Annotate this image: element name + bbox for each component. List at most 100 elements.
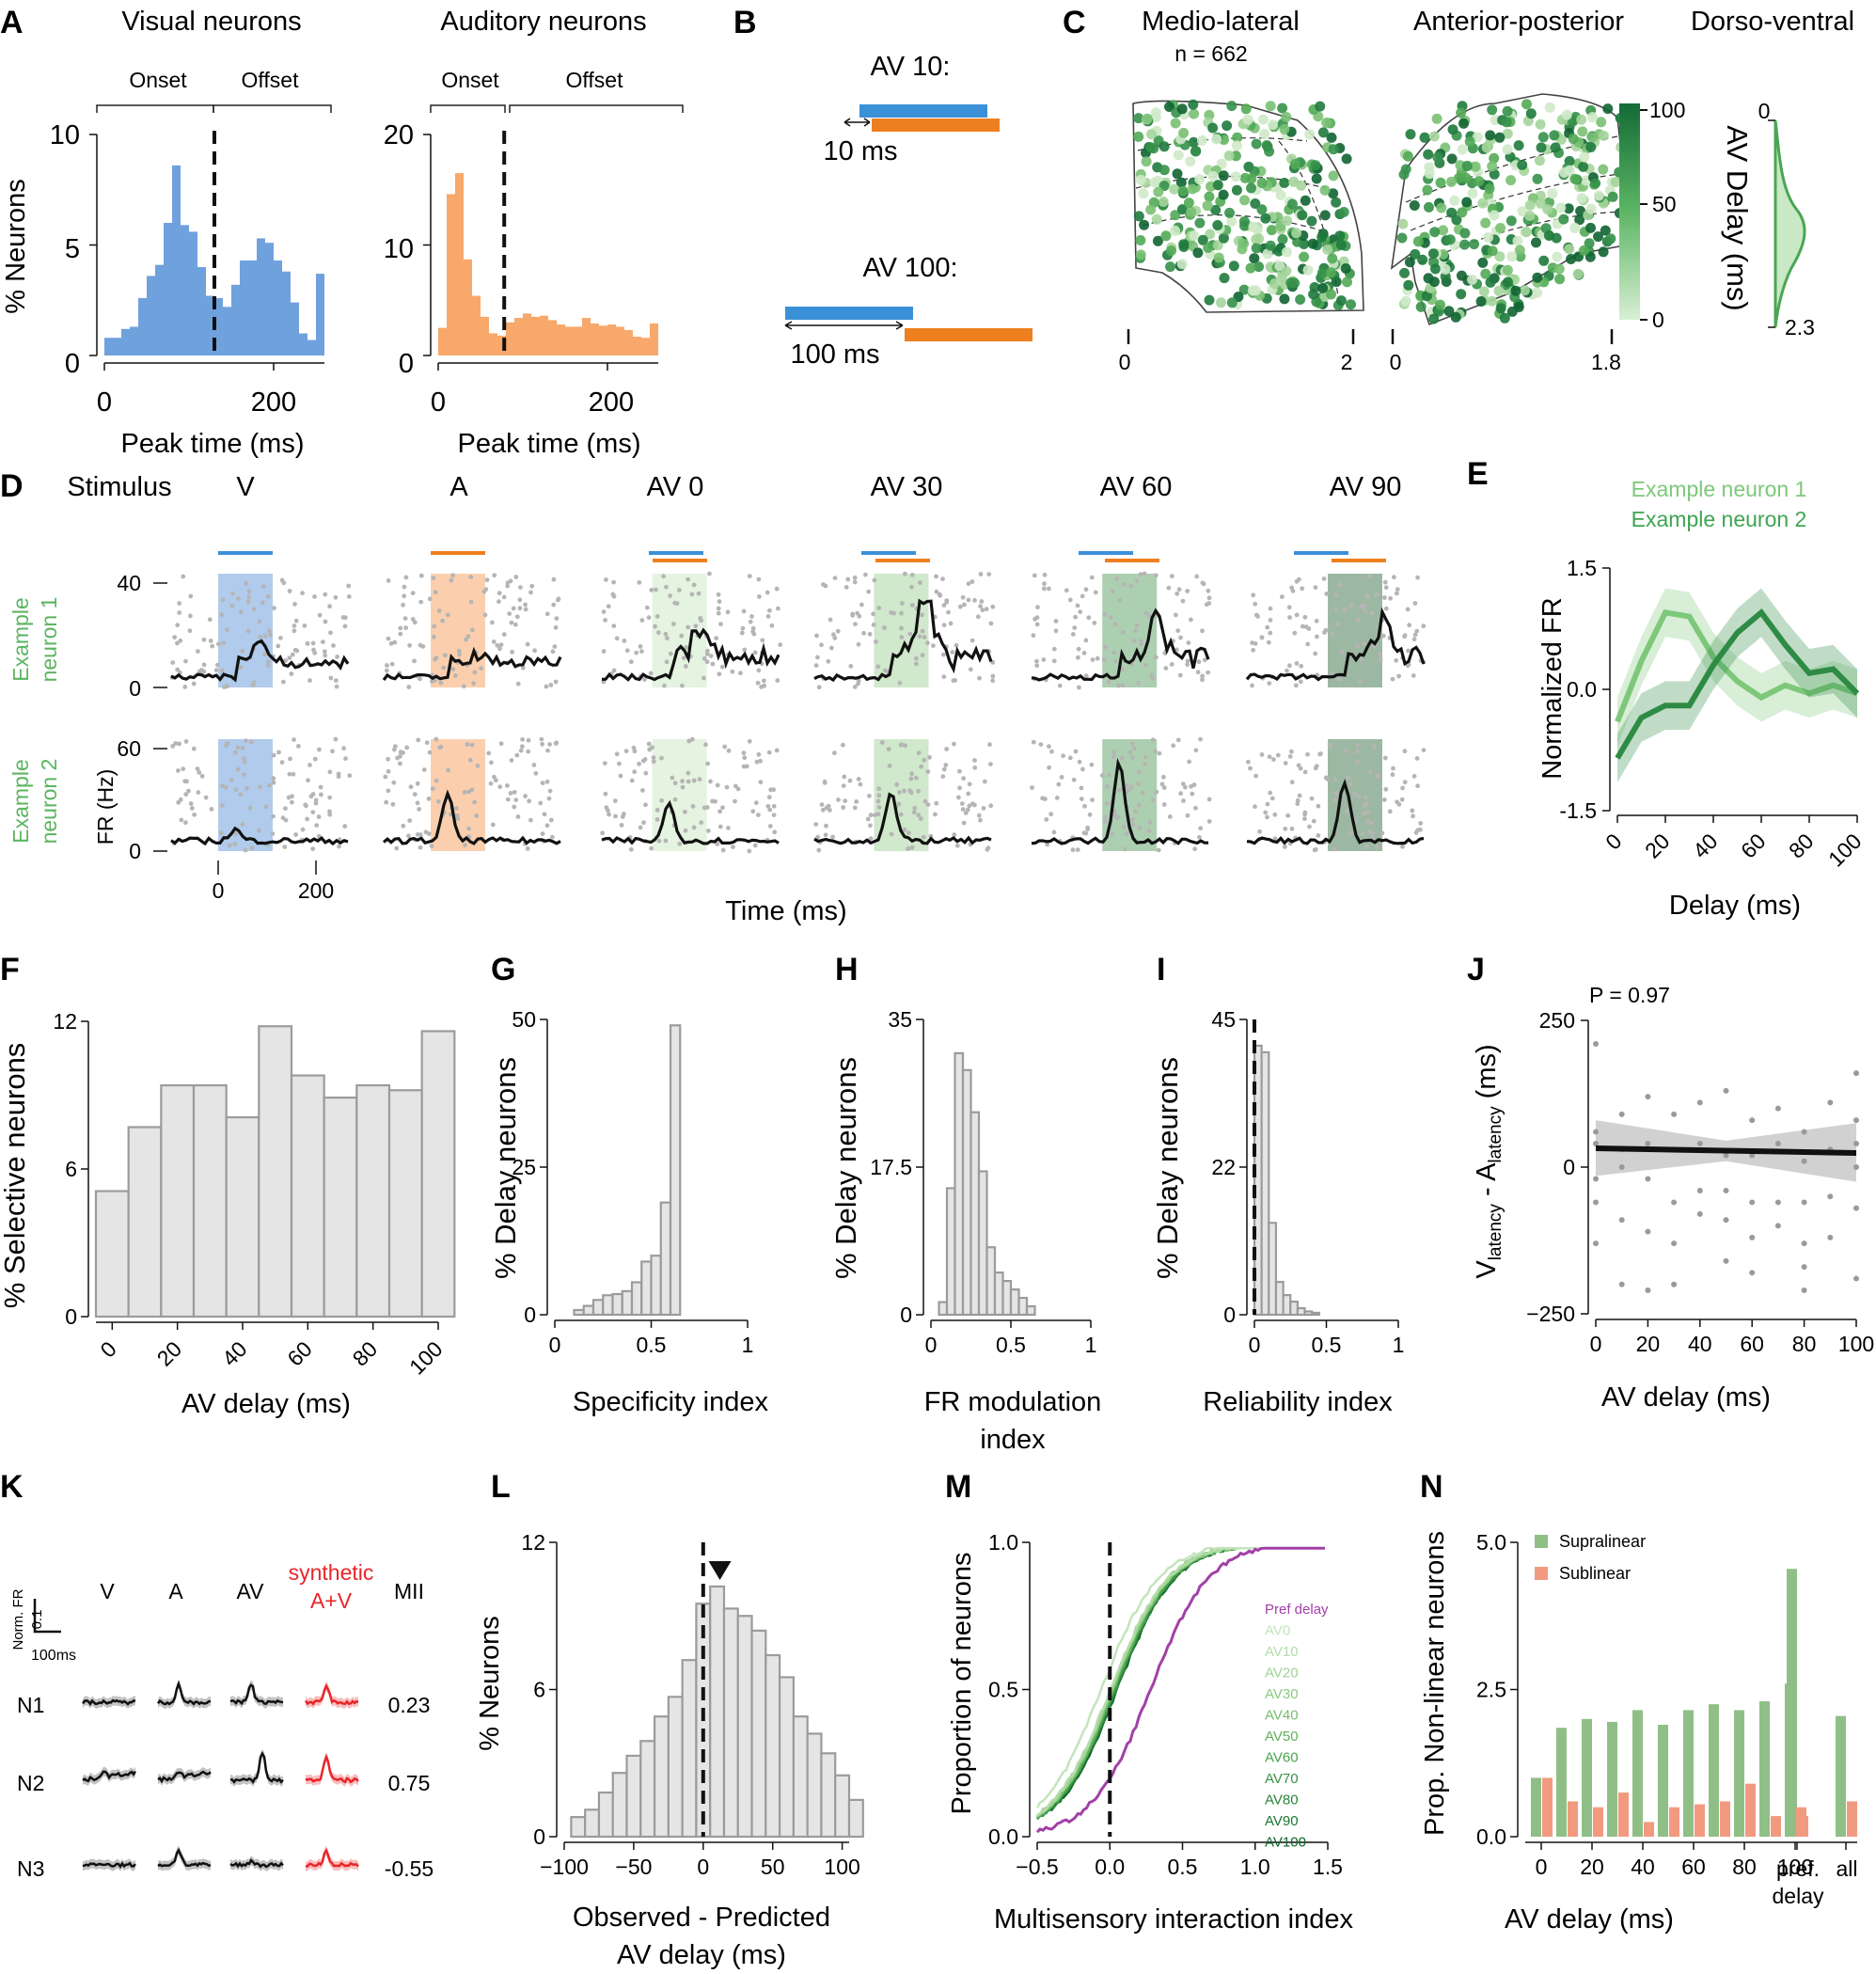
n-bar-sublinear — [1644, 1822, 1654, 1837]
d-spike — [683, 664, 688, 669]
d-spike — [283, 806, 288, 811]
d-spike — [1047, 765, 1051, 770]
d-spike — [260, 600, 265, 606]
d-spike — [684, 645, 689, 650]
d-spike — [1087, 812, 1093, 817]
h-plot-bar — [938, 1301, 949, 1317]
g-plot-bar — [582, 1304, 595, 1317]
c-dot — [1578, 161, 1589, 172]
c-dot — [1151, 213, 1162, 225]
f-plot-bar — [94, 1190, 130, 1319]
d-spike — [307, 763, 312, 767]
d-spike — [403, 575, 409, 580]
c-dot — [1231, 184, 1242, 196]
c-ap-title: Anterior-posterior — [1413, 7, 1624, 37]
d-spike — [391, 780, 397, 785]
d-spike — [1418, 821, 1424, 826]
c-dot — [1461, 161, 1473, 171]
c-dot — [1532, 287, 1543, 298]
c-dot — [1501, 117, 1512, 128]
d-spike — [312, 594, 317, 599]
j-xtick-label: 0 — [1590, 1332, 1602, 1356]
f-plot-bar — [387, 1089, 423, 1319]
d-spike — [644, 605, 650, 610]
a-bar — [540, 315, 548, 355]
j-point — [1801, 1158, 1807, 1164]
d-spike — [404, 745, 410, 750]
d-spike — [279, 760, 285, 765]
d-spike — [392, 640, 398, 645]
c-dot — [1218, 232, 1229, 244]
d-spike — [520, 744, 525, 750]
d-spike — [1053, 619, 1059, 624]
c-dot — [1226, 101, 1238, 112]
n-bar-supralinear — [1787, 1569, 1797, 1837]
d-spike — [988, 762, 993, 766]
d-spike — [187, 628, 193, 634]
d-spike — [438, 680, 444, 686]
l-plot-xtick-label: −100 — [540, 1855, 589, 1879]
c-dot — [1277, 103, 1288, 114]
c-dot — [1253, 261, 1265, 273]
d-spike — [1315, 634, 1319, 640]
a-vis-onset: Onset — [129, 68, 187, 92]
d-spike — [1048, 812, 1054, 817]
c-dot — [1242, 114, 1253, 125]
d-rate-trace — [601, 627, 780, 682]
d-spike — [290, 652, 295, 657]
d-spike — [523, 602, 528, 608]
h-plot-bar — [1001, 1280, 1013, 1317]
d-spike — [1161, 785, 1167, 790]
d-spike — [1289, 585, 1295, 591]
d-spike — [430, 679, 434, 684]
d-spike — [1137, 825, 1143, 830]
d-spike — [925, 640, 930, 646]
c-dot — [1192, 247, 1204, 259]
d-spike — [406, 685, 412, 689]
d-spike — [221, 640, 227, 646]
panel-letter-a: A — [0, 5, 24, 40]
d-spike — [412, 658, 417, 664]
c-dot — [1275, 190, 1286, 200]
d-spike — [1134, 578, 1140, 584]
d-spike — [1113, 658, 1118, 664]
d-spike — [987, 742, 992, 748]
d-spike — [643, 770, 649, 776]
d-spike — [856, 777, 861, 782]
e-line-1 — [1615, 608, 1858, 723]
d-spike — [1313, 651, 1318, 656]
d-spike — [946, 609, 951, 615]
c-dot — [1396, 232, 1408, 244]
n-legend-sub: Sublinear — [1559, 1564, 1631, 1583]
d-spike — [1305, 641, 1311, 647]
d-spike — [1078, 609, 1083, 614]
c-dot — [1428, 131, 1440, 142]
d-spike — [638, 825, 643, 830]
d-spike — [866, 589, 872, 594]
m-legend-av20: AV20 — [1265, 1666, 1299, 1682]
d-spike — [1159, 782, 1165, 787]
d-spike — [465, 634, 471, 640]
e-legend-2: Example neuron 2 — [1632, 507, 1807, 531]
c-dot — [1211, 134, 1222, 145]
a-bar — [113, 338, 121, 355]
c-dot — [1249, 253, 1260, 264]
d-spike — [197, 770, 202, 775]
d-spike — [703, 742, 708, 748]
c-dot — [1256, 178, 1268, 188]
d-spike — [1149, 672, 1154, 678]
d-spike — [334, 684, 339, 689]
d-spike — [717, 599, 722, 605]
d-spike — [549, 834, 555, 840]
c-dot — [1213, 252, 1224, 263]
d-spike — [424, 740, 430, 746]
d-spike — [1289, 780, 1295, 785]
d-spike — [410, 591, 416, 595]
d-spike — [653, 624, 657, 629]
d-spike — [287, 771, 292, 777]
d-spike — [898, 812, 904, 817]
d-spike — [1072, 625, 1078, 630]
c-dot — [1175, 177, 1187, 188]
